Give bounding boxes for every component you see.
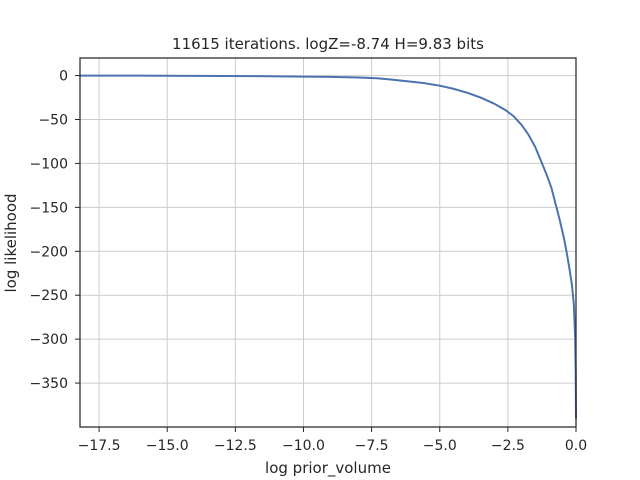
y-tick-label: −300 — [30, 332, 68, 348]
x-tick-label: −2.5 — [491, 438, 525, 454]
x-tick-label: −17.5 — [78, 438, 121, 454]
y-tick-label: −100 — [30, 156, 68, 172]
chart-title: 11615 iterations. logZ=-8.74 H=9.83 bits — [172, 35, 484, 53]
y-tick-label: −350 — [30, 376, 68, 392]
x-tick-label: −7.5 — [355, 438, 389, 454]
y-axis-label: log likelihood — [2, 193, 20, 292]
grid — [80, 58, 577, 427]
x-tick-label: −12.5 — [214, 438, 257, 454]
y-tick-label: −250 — [30, 288, 68, 304]
x-tick-label: −5.0 — [423, 438, 457, 454]
y-tick-label: −200 — [30, 244, 68, 260]
x-axis: −17.5 −15.0 −12.5 −10.0 −7.5 −5.0 −2.5 0.0 — [78, 427, 587, 454]
y-tick-label: −50 — [38, 113, 68, 129]
y-axis: 0 −50 −100 −150 −200 −250 −300 −350 — [30, 69, 80, 392]
x-tick-label: −10.0 — [282, 438, 325, 454]
y-tick-label: 0 — [59, 69, 68, 85]
x-tick-label: −15.0 — [146, 438, 189, 454]
x-tick-label: 0.0 — [565, 438, 587, 454]
x-axis-label: log prior_volume — [265, 459, 391, 478]
plot-frame — [79, 57, 577, 428]
series-line — [79, 74, 577, 420]
series-layer — [79, 74, 577, 420]
y-tick-label: −150 — [30, 200, 68, 216]
